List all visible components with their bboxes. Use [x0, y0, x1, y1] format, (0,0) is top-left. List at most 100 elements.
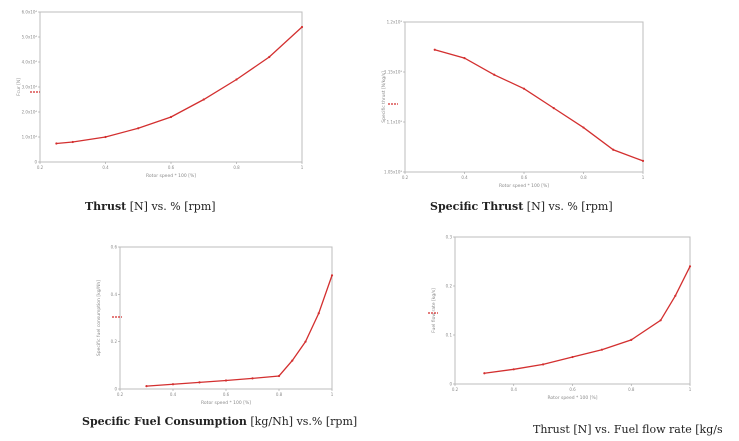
data-point — [552, 107, 555, 110]
x-tick-label: 0.8 — [276, 392, 283, 397]
y-tick-label: 1.1x10³ — [387, 120, 403, 125]
x-tick-label: 0.8 — [233, 165, 240, 170]
y-tick-label: 0.6 — [111, 245, 118, 250]
data-point — [600, 348, 603, 351]
x-tick-label: 0.2 — [117, 392, 124, 397]
data-point — [198, 381, 201, 384]
y-tick-label: 0 — [449, 382, 452, 387]
data-point — [330, 274, 334, 277]
chart-panel-thrust-fuel: 0.2 0.4 0.6 0.8 1 0 0.1 0.2 0.3 Rotor speed * 100… — [400, 225, 720, 415]
chart-thrust: 0.2 0.4 0.6 0.8 1 0 1.0x10⁴ 2.0x10⁴ 3.0x10⁴ 4.0x1… — [16, 10, 304, 180]
data-point — [268, 55, 271, 59]
y-tick-label: 3.0x10⁴ — [22, 85, 38, 90]
data-point — [251, 377, 254, 380]
x-tick-label: 0.4 — [102, 165, 109, 170]
caption-rest: [N] vs. % [rpm] — [126, 200, 216, 213]
series-line — [434, 49, 644, 162]
data-point — [300, 25, 304, 29]
data-point — [463, 57, 466, 60]
x-axis-label: Rotor speed * 100 [%] — [201, 400, 251, 406]
x-tick-label: 0.8 — [628, 387, 635, 392]
plot-area — [119, 246, 333, 390]
y-tick-label: 0.2 — [446, 284, 453, 289]
caption-thrust: Thrust [N] vs. % [rpm] — [85, 200, 216, 213]
data-point — [483, 372, 486, 375]
y-tick-label: 0.3 — [446, 235, 453, 240]
y-tick-label: 0 — [34, 160, 37, 165]
x-tick-label: 1 — [301, 165, 304, 170]
data-point — [582, 126, 585, 129]
y-tick-label: 0.4 — [111, 292, 118, 297]
plot-area — [39, 11, 303, 163]
caption-bold: Specific Fuel Consumption — [82, 415, 247, 428]
y-tick-label: 0 — [114, 387, 117, 392]
x-tick-label: 0.6 — [569, 387, 576, 392]
x-tick-label: 1 — [642, 175, 645, 180]
x-tick-label: 1 — [331, 392, 334, 397]
data-point — [612, 148, 615, 151]
data-point — [674, 294, 677, 297]
caption-bold: Thrust — [85, 200, 127, 213]
caption-rest: Thrust [N] vs. Fuel flow rate [kg/s — [533, 423, 723, 436]
data-point — [71, 140, 74, 144]
y-tick-label: 1.15x10³ — [384, 70, 402, 75]
data-point — [277, 374, 281, 378]
data-point — [688, 265, 692, 268]
data-point — [224, 379, 228, 382]
y-tick-label: 0.2 — [111, 339, 118, 344]
data-point — [433, 48, 436, 51]
caption-sfc: Specific Fuel Consumption [kg/Nh] vs.% [… — [82, 415, 357, 428]
x-axis-label: Rotor speed * 100 [%] — [146, 173, 196, 179]
y-tick-label: 0.1 — [446, 333, 453, 338]
chart-panel-thrust: 0.2 0.4 0.6 0.8 1 0 1.0x10⁴ 2.0x10⁴ 3.0x10⁴ 4.0x1… — [0, 0, 320, 200]
caption-rest: [N] vs. % [rpm] — [523, 200, 613, 213]
data-point — [522, 87, 526, 90]
y-axis-label: Specific thrust [N/kg/s] — [381, 71, 387, 123]
chart-thrust-fuel: 0.2 0.4 0.6 0.8 1 0 0.1 0.2 0.3 Rotor speed * 100… — [428, 235, 692, 401]
y-axis-label: Fuel flow rate [kg/s] — [431, 288, 437, 333]
data-point — [512, 368, 515, 371]
x-axis-label: Rotor speed * 100 [%] — [499, 183, 549, 189]
data-point — [291, 359, 294, 362]
caption-specific-thrust: Specific Thrust [N] vs. % [rpm] — [430, 200, 613, 213]
caption-bold: Specific Thrust — [430, 200, 524, 213]
plot-area — [404, 21, 644, 173]
data-point — [493, 73, 496, 76]
chart-panel-specific-thrust: 0.2 0.4 0.6 0.8 1 1.05x10³ 1.1x10³ 1.15x10³ 1.2x… — [360, 0, 680, 200]
x-tick-label: 0.2 — [37, 165, 44, 170]
x-tick-label: 0.4 — [170, 392, 177, 397]
y-tick-label: 1.2x10³ — [387, 20, 403, 25]
data-point — [235, 78, 238, 81]
x-tick-label: 0.6 — [521, 175, 528, 180]
x-axis-label: Rotor speed * 100 [%] — [548, 395, 598, 401]
caption-thrust-fuel: Thrust [N] vs. Fuel flow rate [kg/s — [533, 423, 723, 436]
y-axis-label: Fcur [N] — [16, 78, 22, 96]
y-tick-label: 4.0x10⁴ — [22, 60, 38, 65]
x-tick-label: 0.8 — [580, 175, 587, 180]
y-tick-label: 5.0x10⁴ — [22, 35, 38, 40]
data-point — [630, 338, 633, 341]
data-point — [304, 340, 307, 343]
y-tick-label: 2.0x10⁴ — [22, 110, 38, 115]
data-point — [202, 98, 205, 101]
caption-rest: [kg/Nh] vs.% [rpm] — [246, 415, 358, 428]
x-tick-label: 0.2 — [452, 387, 459, 392]
y-axis-label: Specific fuel consumption [kg/Nh] — [96, 280, 102, 356]
chart-panel-sfc: 0.2 0.4 0.6 0.8 1 0 0.2 0.4 0.6 Rotor speed * 100… — [60, 225, 360, 415]
data-point — [659, 319, 662, 322]
data-point — [145, 385, 148, 388]
x-tick-label: 0.6 — [168, 165, 175, 170]
y-tick-label: 1.05x10³ — [384, 170, 402, 175]
data-point — [317, 312, 320, 315]
plot-area — [454, 236, 691, 385]
x-tick-label: 0.2 — [402, 175, 409, 180]
y-tick-label: 1.0x10⁴ — [22, 135, 38, 140]
data-point — [542, 363, 545, 366]
data-point — [55, 142, 58, 145]
data-point — [169, 115, 173, 119]
series-line — [146, 275, 333, 387]
data-point — [104, 135, 107, 139]
data-point — [171, 383, 175, 386]
y-tick-label: 6.0x10⁴ — [22, 10, 38, 15]
data-point — [137, 127, 140, 130]
